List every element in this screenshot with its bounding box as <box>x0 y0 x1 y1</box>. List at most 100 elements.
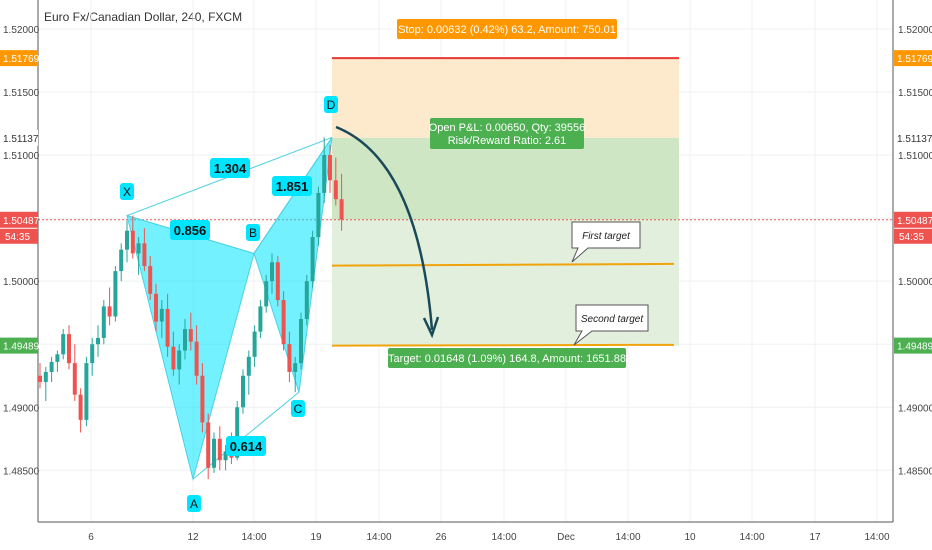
candle-body <box>84 363 89 420</box>
candle-body <box>206 422 211 468</box>
candle-body <box>130 230 135 254</box>
candle-body <box>328 155 332 181</box>
pnl-label-bg <box>430 118 584 149</box>
callout-text: First target <box>582 231 631 242</box>
candle-body <box>241 375 245 408</box>
ratio-label-bg <box>210 158 250 178</box>
candle-body <box>142 243 147 267</box>
candle-body <box>258 306 263 332</box>
ratio-label: 1.304 <box>214 161 247 176</box>
y-tick-label-right: 1.50000 <box>898 277 932 288</box>
countdown-badge-left <box>0 228 38 244</box>
x-tick-label: Dec <box>557 532 575 543</box>
candle-body <box>223 451 228 461</box>
candle-body <box>304 281 309 319</box>
y-tick-label-right: 1.49000 <box>898 403 932 414</box>
forecast-arrow <box>335 125 434 331</box>
candle-body <box>293 363 298 372</box>
pnl-label-line1: Open P&L: 0.00650, Qty: 39556 <box>429 122 586 134</box>
candle-body <box>49 361 54 372</box>
candle-body <box>322 155 327 193</box>
price-badge-label-right: 1.51769 <box>897 54 932 65</box>
price-badge-label-right: 1.51137 <box>897 134 932 145</box>
candle-body <box>107 306 112 317</box>
candle-body <box>90 344 95 364</box>
x-tick-label: 19 <box>310 532 322 543</box>
first-target-line <box>331 262 675 267</box>
candle-body <box>67 334 71 364</box>
y-tick-label-right: 1.52000 <box>898 25 932 36</box>
target-label-bg <box>388 348 626 368</box>
candle-body <box>339 199 344 220</box>
y-tick-label-right: 1.51000 <box>898 151 932 162</box>
x-tick-label: 14:00 <box>615 532 640 543</box>
candle-body <box>246 356 251 376</box>
callout-text: Second target <box>581 314 644 325</box>
candle-body <box>212 438 216 468</box>
x-tick-label: 17 <box>809 532 821 543</box>
candle-body <box>270 262 274 282</box>
ratio-label-bg <box>170 220 210 240</box>
x-tick-label: 14:00 <box>366 532 391 543</box>
price-badge-right <box>894 211 932 228</box>
price-badge-right <box>894 129 932 146</box>
candle-body <box>72 363 77 395</box>
candle-body <box>235 407 240 458</box>
candle-body <box>200 375 205 423</box>
candle-body <box>96 337 100 345</box>
price-badge-label-left: 1.49489 <box>3 342 40 353</box>
stop-label: Stop: 0.00632 (0.42%) 63.2, Amount: 750.… <box>398 24 616 36</box>
x-tick-label: 26 <box>435 532 447 543</box>
candle-body <box>171 346 176 370</box>
ratio-label-bg <box>226 436 266 456</box>
candle-body <box>125 230 129 250</box>
candle-body <box>316 192 321 238</box>
stop-label-bg <box>397 19 617 39</box>
candle-body <box>159 308 164 322</box>
harmonic-triangle-bcd <box>253 137 333 393</box>
candle-body <box>281 300 286 345</box>
candle-body <box>287 344 292 372</box>
x-tick-label: 14:00 <box>241 532 266 543</box>
price-badge-right <box>894 337 932 354</box>
candle-body <box>194 341 199 376</box>
callout-box <box>573 304 649 346</box>
y-tick-label-left: 1.51500 <box>3 88 40 99</box>
profit-zone-open <box>332 137 679 220</box>
candle-body <box>264 281 269 307</box>
forecast-arrow-head <box>422 316 440 339</box>
candle-body <box>61 334 66 355</box>
point-label-b: B <box>249 226 257 240</box>
candle-body <box>136 243 141 254</box>
x-tick-label: 14:00 <box>491 532 516 543</box>
countdown-label-right: 54:35 <box>899 232 924 243</box>
x-tick-label: 14:00 <box>864 532 889 543</box>
harmonic-line-ac <box>192 391 300 480</box>
point-label-bg <box>246 224 260 241</box>
candle-body <box>78 394 83 420</box>
x-tick-label: 10 <box>684 532 696 543</box>
y-tick-label-left: 1.50000 <box>3 277 40 288</box>
x-tick-label: 12 <box>187 532 199 543</box>
point-label-a: A <box>190 497 198 511</box>
price-badge-label-left: 1.50487 <box>3 216 40 227</box>
price-badge-left <box>0 337 38 354</box>
price-badge-label-right: 1.49489 <box>897 342 932 353</box>
candle-body <box>165 308 170 347</box>
candle-body <box>101 306 106 338</box>
price-badge-left <box>0 50 38 67</box>
ratio-label: 0.856 <box>174 223 207 238</box>
candle-body <box>43 371 48 383</box>
candle-body <box>188 329 193 342</box>
candle-body <box>310 237 315 282</box>
point-label-bg <box>324 96 338 113</box>
y-tick-label-left: 1.52000 <box>3 25 40 36</box>
callout-box <box>571 221 641 263</box>
candle-body <box>55 354 60 362</box>
y-tick-label-left: 1.48500 <box>3 466 40 477</box>
y-tick-label-right: 1.51500 <box>898 88 932 99</box>
candle-body <box>275 262 280 301</box>
ratio-label-bg <box>272 176 312 196</box>
target-label: Target: 0.01648 (1.09%) 164.8, Amount: 1… <box>388 353 626 365</box>
